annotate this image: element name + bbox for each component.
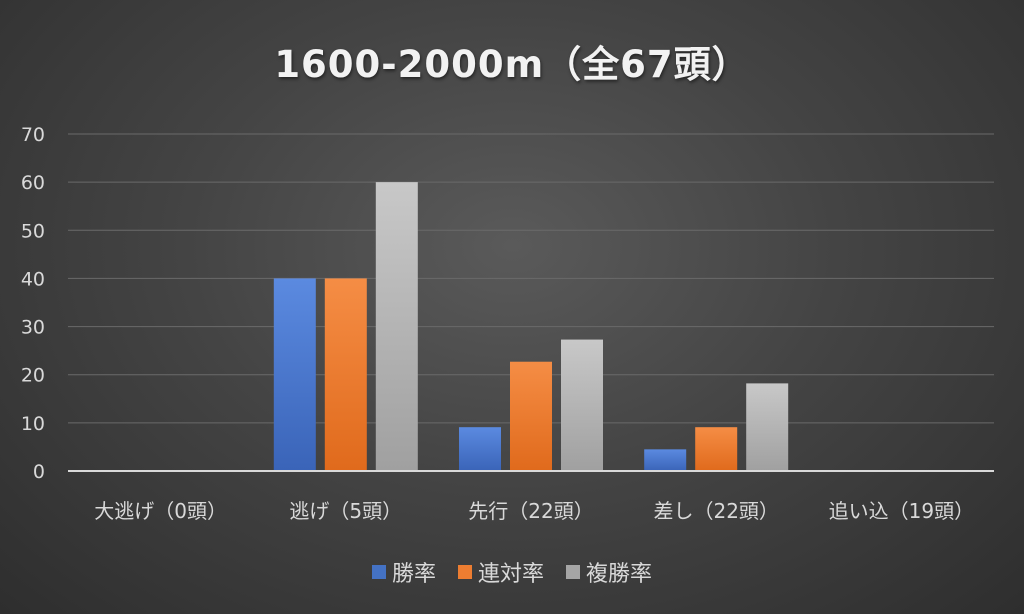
axes: 0 10 20 30 40 50 60 70 大逃げ（0頭） 逃げ（5頭） 先行（22頭） 差し（22… — [21, 124, 994, 523]
bar — [510, 361, 552, 471]
y-tick-label: 0 — [33, 461, 45, 483]
y-tick-label: 70 — [21, 124, 45, 146]
y-tick-label: 10 — [21, 413, 45, 435]
bar — [459, 427, 501, 471]
legend-swatch — [371, 565, 386, 579]
bar — [561, 339, 603, 471]
x-tick-label: 大逃げ（0頭） — [94, 499, 227, 523]
chart-title: 1600-2000m（全67頭） — [274, 43, 750, 86]
bar — [644, 449, 687, 471]
bars — [273, 182, 789, 471]
bar — [324, 278, 367, 471]
legend-swatch — [457, 565, 472, 579]
legend-item: 複勝率 — [566, 556, 652, 588]
legend-swatch — [566, 565, 580, 579]
bar — [273, 278, 316, 471]
y-tick-label: 30 — [21, 317, 45, 339]
legend-item: 連対率 — [457, 556, 544, 588]
legend-label: 勝率 — [391, 562, 436, 587]
legend: 勝率 連対率 複勝率 — [0, 556, 1024, 588]
bar — [375, 182, 418, 471]
y-tick-label: 60 — [21, 172, 45, 194]
x-tick-label: 追い込（19頭） — [829, 499, 974, 523]
x-tick-label: 逃げ（5頭） — [289, 499, 402, 523]
y-tick-label: 50 — [21, 220, 45, 242]
x-tick-label: 差し（22頭） — [653, 499, 778, 523]
y-tick-label: 20 — [21, 365, 45, 387]
bar — [746, 383, 789, 471]
legend-label: 複勝率 — [586, 562, 653, 587]
bar — [695, 427, 738, 471]
legend-label: 連対率 — [477, 562, 544, 587]
legend-item: 勝率 — [371, 556, 436, 588]
x-tick-label: 先行（22頭） — [468, 499, 593, 523]
y-tick-label: 40 — [21, 268, 45, 290]
